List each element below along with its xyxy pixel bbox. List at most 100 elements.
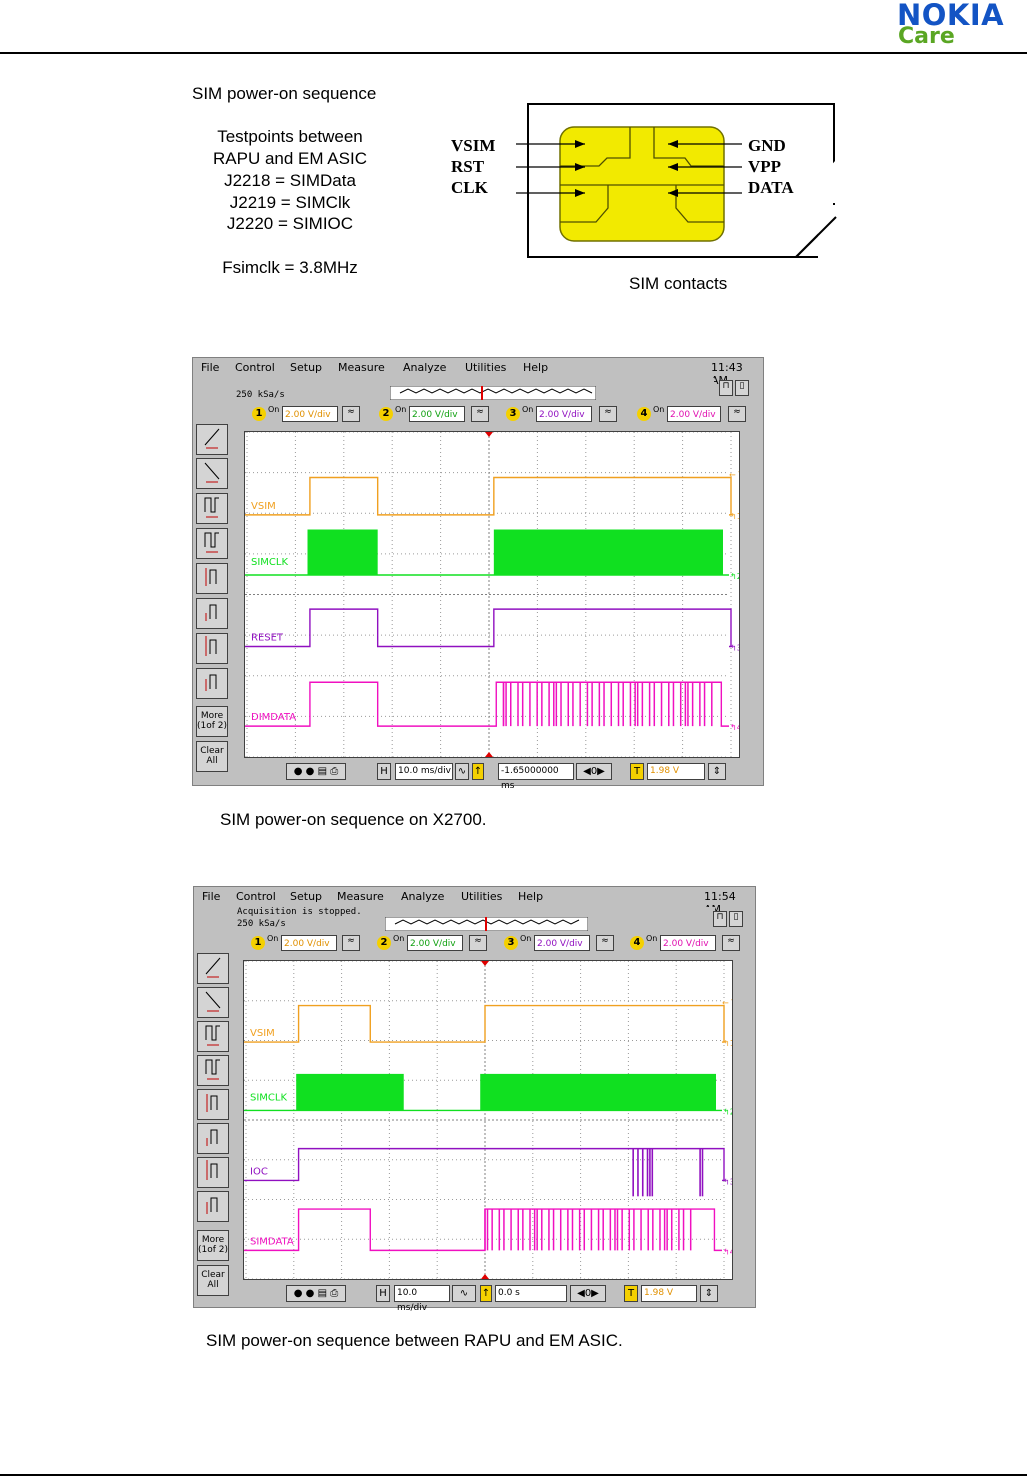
channel-3-coupling[interactable]: ≈ xyxy=(596,935,614,951)
channel-4-coupling[interactable]: ≈ xyxy=(728,406,746,422)
delay-field[interactable]: -1.65000000 ms xyxy=(498,763,574,791)
trace-line xyxy=(244,1147,725,1182)
timebase-field[interactable]: 10.0 ms/div xyxy=(395,763,453,780)
more-button[interactable]: More (1of 2) xyxy=(197,1230,229,1261)
vpp-button[interactable] xyxy=(196,633,228,664)
menu-file[interactable]: File xyxy=(201,361,220,374)
trigger-spinner[interactable]: ⇕ xyxy=(700,1285,718,1302)
trigger-level-marker: ← T xyxy=(729,471,739,480)
run-stop-buttons[interactable]: ● ● ▤ ⎙ xyxy=(286,1285,346,1302)
channel-2-badge: 2 xyxy=(377,936,391,950)
channel-2-coupling[interactable]: ≈ xyxy=(469,935,487,951)
delay-field[interactable]: 0.0 s xyxy=(495,1285,567,1302)
delay-nudge[interactable]: ◀0▶ xyxy=(570,1285,606,1302)
menu-control[interactable]: Control xyxy=(236,890,276,903)
section-title: SIM power-on sequence xyxy=(192,84,377,103)
vavg-button[interactable] xyxy=(196,668,228,699)
pin-label-vsim: VSIM xyxy=(451,136,496,155)
timebase-spinner[interactable]: ∿ xyxy=(455,763,469,780)
menu-setup[interactable]: Setup xyxy=(290,361,323,374)
mouse-icon[interactable]: ▯ xyxy=(729,911,743,927)
vavg-button[interactable] xyxy=(197,1191,229,1222)
channel-1-badge: 1 xyxy=(251,936,265,950)
menu-setup[interactable]: Setup xyxy=(290,890,323,903)
channel-4-on[interactable]: On xyxy=(653,405,665,414)
channel-3-scale[interactable]: 2.00 V/div xyxy=(534,935,590,951)
pulse-width-button[interactable] xyxy=(196,493,228,524)
channel-1-coupling[interactable]: ≈ xyxy=(342,935,360,951)
menu-analyze[interactable]: Analyze xyxy=(401,890,445,903)
rise-time-button[interactable] xyxy=(196,563,228,594)
rise-time-button[interactable] xyxy=(197,1089,229,1120)
menu-measure[interactable]: Measure xyxy=(337,890,384,903)
channel-3-scale[interactable]: 2.00 V/div xyxy=(536,406,592,422)
period-button[interactable] xyxy=(196,528,228,559)
timebase-field[interactable]: 10.0 ms/div xyxy=(394,1285,450,1313)
horizontal-icon: H xyxy=(377,763,391,780)
trigger-level-field[interactable]: 1.98 V xyxy=(641,1285,697,1302)
rising-edge-button[interactable] xyxy=(197,953,229,984)
channel-1-scale[interactable]: 2.00 V/div xyxy=(282,406,338,422)
menu-measure[interactable]: Measure xyxy=(338,361,385,374)
channel-3-on[interactable]: On xyxy=(520,934,532,943)
run-mode-icon[interactable]: ⊓ xyxy=(713,911,727,927)
channel-4-scale[interactable]: 2.00 V/div xyxy=(667,406,721,422)
ground-marker: ↰4 xyxy=(723,1247,732,1256)
channel-1-on[interactable]: On xyxy=(268,405,280,414)
clear-all-button[interactable]: Clear All xyxy=(197,1265,229,1296)
pin-label-gnd: GND xyxy=(748,136,786,155)
ground-marker: ↰3 xyxy=(723,1177,732,1186)
channel-4-on[interactable]: On xyxy=(646,934,658,943)
channel-4-scale[interactable]: 2.00 V/div xyxy=(660,935,716,951)
menu-file[interactable]: File xyxy=(202,890,221,903)
waveform-display: VSIM ↰1 SIMCLK ↰2 RESET ↰3 DIMDATA ↰4 ← T xyxy=(244,431,743,758)
channel-1-scale[interactable]: 2.00 V/div xyxy=(281,935,337,951)
vpp-button[interactable] xyxy=(197,1157,229,1188)
channel-1-on[interactable]: On xyxy=(267,934,279,943)
menu-utilities[interactable]: Utilities xyxy=(465,361,507,374)
run-mode-icon[interactable]: ⊓ xyxy=(719,380,733,396)
falling-edge-button[interactable] xyxy=(196,458,228,489)
trigger-spinner[interactable]: ⇕ xyxy=(708,763,726,780)
menu-help[interactable]: Help xyxy=(518,890,544,903)
channel-2-scale[interactable]: 2.00 V/div xyxy=(407,935,463,951)
clock-burst xyxy=(296,1073,404,1111)
fall-time-button[interactable] xyxy=(197,1123,229,1154)
timebase-spinner[interactable]: ∿ xyxy=(452,1285,476,1302)
fall-time-button[interactable] xyxy=(196,598,228,629)
header-rule xyxy=(0,52,1027,54)
scope-2-caption: SIM power-on sequence between RAPU and E… xyxy=(206,1331,623,1350)
channel-3-badge: 3 xyxy=(504,936,518,950)
menu-control[interactable]: Control xyxy=(235,361,275,374)
channel-1-coupling[interactable]: ≈ xyxy=(342,406,360,422)
ground-marker: ↰2 xyxy=(730,572,739,581)
testpoint-line: J2218 = SIMData xyxy=(224,171,356,190)
delay-nudge[interactable]: ◀0▶ xyxy=(576,763,612,780)
pulse-width-button[interactable] xyxy=(197,1021,229,1052)
clear-all-button[interactable]: Clear All xyxy=(196,741,228,772)
menu-utilities[interactable]: Utilities xyxy=(461,890,503,903)
sample-rate: 250 kSa/s xyxy=(237,919,286,929)
falling-edge-button[interactable] xyxy=(197,987,229,1018)
channel-1-badge: 1 xyxy=(252,407,266,421)
trace-label: SIMCLK xyxy=(250,1092,287,1103)
trace-line xyxy=(245,681,729,727)
menu-help[interactable]: Help xyxy=(523,361,549,374)
menu-analyze[interactable]: Analyze xyxy=(403,361,447,374)
channel-2-scale[interactable]: 2.00 V/div xyxy=(409,406,465,422)
ground-marker: ↰3 xyxy=(730,644,739,653)
channel-2-on[interactable]: On xyxy=(393,934,405,943)
trigger-marker xyxy=(485,432,493,437)
period-button[interactable] xyxy=(197,1055,229,1086)
rising-edge-button[interactable] xyxy=(196,424,228,455)
trigger-icon: T xyxy=(630,763,644,780)
trigger-level-field[interactable]: 1.98 V xyxy=(647,763,705,780)
channel-2-coupling[interactable]: ≈ xyxy=(471,406,489,422)
more-button[interactable]: More (1of 2) xyxy=(196,706,228,737)
channel-3-on[interactable]: On xyxy=(522,405,534,414)
mouse-icon[interactable]: ▯ xyxy=(735,380,749,396)
channel-2-on[interactable]: On xyxy=(395,405,407,414)
channel-4-coupling[interactable]: ≈ xyxy=(722,935,740,951)
channel-3-coupling[interactable]: ≈ xyxy=(599,406,617,422)
run-stop-buttons[interactable]: ● ● ▤ ⎙ xyxy=(286,763,346,780)
